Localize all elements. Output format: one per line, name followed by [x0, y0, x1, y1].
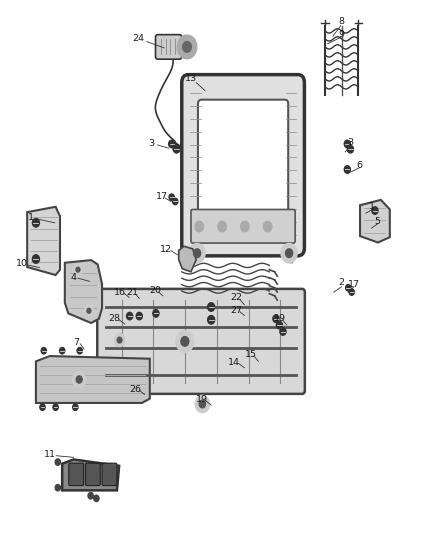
Circle shape [169, 140, 175, 148]
FancyBboxPatch shape [69, 463, 84, 486]
Circle shape [349, 289, 354, 295]
Text: 14: 14 [228, 358, 240, 367]
Text: 26: 26 [129, 385, 141, 393]
Text: 28: 28 [109, 314, 121, 323]
Circle shape [183, 42, 191, 52]
Text: 19: 19 [195, 395, 208, 404]
Text: 1: 1 [369, 203, 375, 211]
Circle shape [60, 348, 65, 354]
Polygon shape [179, 246, 196, 272]
Circle shape [55, 459, 60, 465]
Circle shape [195, 395, 209, 413]
Circle shape [73, 404, 78, 410]
Circle shape [74, 264, 82, 275]
Circle shape [169, 194, 174, 200]
Circle shape [55, 484, 60, 491]
Text: 4: 4 [71, 273, 77, 281]
Circle shape [41, 348, 46, 354]
Text: 5: 5 [374, 217, 381, 225]
FancyBboxPatch shape [182, 75, 304, 256]
Text: 3: 3 [148, 140, 154, 148]
Circle shape [117, 337, 122, 343]
Circle shape [127, 312, 133, 320]
Circle shape [76, 267, 80, 272]
Text: 16: 16 [113, 288, 126, 296]
Text: 10: 10 [16, 260, 28, 268]
Circle shape [32, 255, 39, 263]
Text: 11: 11 [44, 450, 57, 458]
Text: 17: 17 [348, 280, 360, 288]
Circle shape [77, 348, 82, 354]
Text: 15: 15 [244, 350, 257, 359]
Text: 20: 20 [149, 286, 162, 295]
Circle shape [76, 376, 82, 383]
Circle shape [40, 404, 45, 410]
Circle shape [263, 221, 272, 232]
Text: 24: 24 [132, 34, 144, 43]
FancyBboxPatch shape [155, 35, 182, 59]
Circle shape [276, 321, 283, 329]
Circle shape [173, 146, 180, 153]
Circle shape [88, 492, 93, 499]
Circle shape [218, 221, 226, 232]
Text: 7: 7 [74, 338, 80, 346]
Text: 2: 2 [339, 278, 345, 287]
Circle shape [273, 315, 279, 322]
Circle shape [199, 400, 205, 408]
Text: 6: 6 [356, 161, 362, 169]
Circle shape [53, 404, 58, 410]
Circle shape [208, 316, 215, 324]
Polygon shape [360, 200, 390, 243]
FancyBboxPatch shape [191, 209, 295, 243]
Circle shape [194, 249, 201, 257]
Text: 8: 8 [339, 17, 345, 26]
Circle shape [32, 219, 39, 227]
Text: 13: 13 [184, 75, 197, 83]
Circle shape [176, 330, 194, 352]
Circle shape [208, 303, 215, 311]
Circle shape [372, 207, 378, 214]
Circle shape [87, 308, 91, 313]
Text: 1: 1 [28, 213, 34, 222]
Circle shape [114, 334, 125, 346]
Polygon shape [36, 356, 150, 403]
Circle shape [286, 249, 293, 257]
Polygon shape [65, 260, 102, 323]
Circle shape [177, 35, 197, 59]
Text: 17: 17 [156, 192, 168, 200]
Circle shape [344, 140, 350, 148]
Circle shape [173, 198, 178, 205]
Text: 3: 3 [347, 139, 353, 147]
Polygon shape [62, 459, 119, 490]
Circle shape [195, 221, 204, 232]
Polygon shape [27, 207, 60, 275]
Circle shape [344, 166, 350, 173]
Text: 21: 21 [126, 288, 138, 296]
Circle shape [173, 144, 180, 152]
Circle shape [94, 495, 99, 502]
Circle shape [346, 285, 351, 291]
Circle shape [347, 146, 353, 153]
Circle shape [153, 310, 159, 317]
Text: 19: 19 [273, 314, 286, 323]
Text: 27: 27 [230, 306, 243, 314]
Text: 12: 12 [159, 245, 172, 254]
Circle shape [189, 244, 205, 263]
Circle shape [85, 305, 93, 316]
Text: 9: 9 [339, 30, 345, 39]
Text: 22: 22 [230, 293, 243, 302]
Circle shape [73, 372, 86, 387]
Circle shape [240, 221, 249, 232]
FancyBboxPatch shape [85, 463, 100, 486]
Circle shape [280, 328, 286, 335]
FancyBboxPatch shape [198, 100, 288, 217]
FancyBboxPatch shape [97, 289, 305, 394]
Circle shape [281, 244, 297, 263]
FancyBboxPatch shape [102, 463, 117, 486]
Circle shape [136, 312, 142, 320]
Circle shape [181, 337, 189, 346]
